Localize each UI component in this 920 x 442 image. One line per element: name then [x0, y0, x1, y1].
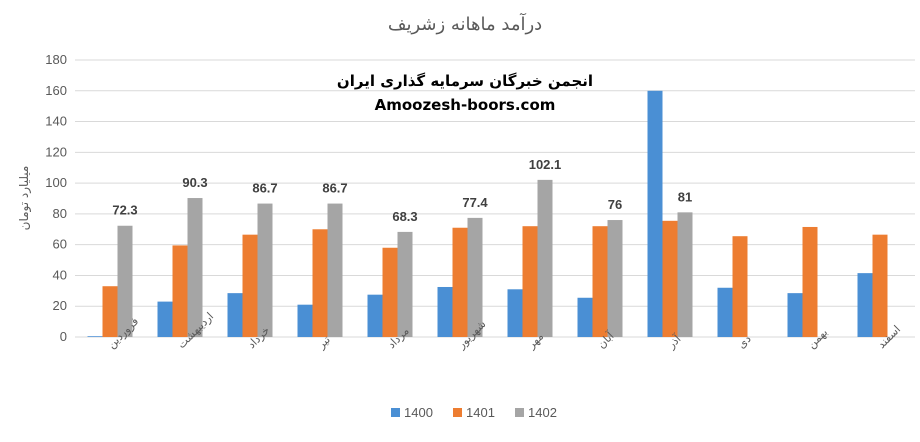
bar-1400-6 [507, 289, 523, 337]
data-label: 77.4 [462, 195, 488, 210]
bar-1402-7 [607, 220, 623, 337]
y-tick-label: 160 [45, 83, 67, 98]
y-tick-label: 60 [53, 237, 67, 252]
bar-1400-3 [297, 304, 313, 337]
data-label: 81 [678, 189, 692, 204]
bar-1402-1 [187, 198, 203, 337]
y-tick-label: 180 [45, 52, 67, 67]
y-tick-label: 0 [60, 329, 67, 344]
watermark-line-1: انجمن خبرگان سرمایه گذاری ایران [337, 72, 593, 90]
data-label: 86.7 [322, 181, 347, 196]
bar-1400-4 [367, 294, 383, 337]
y-tick-label: 120 [45, 144, 67, 159]
data-label: 102.1 [529, 157, 562, 172]
bar-1400-5 [437, 286, 453, 337]
data-label: 90.3 [182, 175, 207, 190]
legend-label-1401: 1401 [466, 405, 495, 420]
bar-1402-4 [397, 231, 413, 337]
y-tick-label: 100 [45, 175, 67, 190]
legend-swatch-1400 [391, 408, 400, 417]
bar-1402-8 [677, 212, 693, 337]
bar-1401-4 [382, 247, 398, 337]
bar-1402-3 [327, 203, 343, 337]
watermark-line-2: Amoozesh-boors.com [375, 96, 556, 114]
data-label: 76 [608, 197, 622, 212]
bar-1402-6 [537, 179, 553, 337]
y-tick-label: 140 [45, 114, 67, 129]
y-tick-label: 20 [53, 298, 67, 313]
bar-1401-11 [872, 234, 888, 337]
y-axis: 0 20 40 60 80 100 120 140 160 180 [45, 52, 67, 344]
x-axis: فروردین اردیبهشت خرداد تیر مرداد شهریور مهر آبا… [105, 310, 903, 352]
bar-1400-0 [87, 336, 103, 337]
legend-label-1400: 1400 [404, 405, 433, 420]
data-label: 72.3 [112, 203, 137, 218]
data-label: 68.3 [392, 209, 417, 224]
legend-label-1402: 1402 [528, 405, 557, 420]
bar-1400-11 [857, 273, 873, 337]
bar-1401-1 [172, 245, 188, 337]
y-tick-label: 40 [53, 267, 67, 282]
bar-1400-1 [157, 301, 173, 337]
chart-title: درآمد ماهانه زشریف [388, 12, 542, 35]
bar-1401-5 [452, 227, 468, 337]
data-label: 86.7 [252, 181, 277, 196]
bar-1400-8 [647, 90, 663, 338]
y-axis-label: میلیارد تومان [17, 166, 32, 231]
bar-1400-7 [577, 297, 593, 337]
bar-1401-2 [242, 234, 258, 337]
bar-1401-9 [732, 236, 748, 337]
bar-1400-9 [717, 287, 733, 337]
bars [87, 90, 888, 338]
bar-1400-2 [227, 293, 243, 337]
bar-1401-8 [662, 220, 678, 337]
bar-1402-5 [467, 217, 483, 337]
bar-1401-3 [312, 229, 328, 337]
bar-1402-2 [257, 203, 273, 337]
y-tick-label: 80 [53, 206, 67, 221]
bar-1401-0 [102, 286, 118, 337]
legend: 1400 1401 1402 [391, 405, 557, 420]
data-labels: 72.3 90.3 86.7 86.7 68.3 77.4 102.1 76 81 [112, 157, 692, 224]
legend-swatch-1401 [453, 408, 462, 417]
bar-1402-0 [117, 225, 133, 337]
bar-1401-10 [802, 226, 818, 337]
bar-1401-7 [592, 226, 608, 337]
grid [75, 59, 915, 338]
bar-1400-10 [787, 293, 803, 337]
bar-1401-6 [522, 226, 538, 337]
legend-swatch-1402 [515, 408, 524, 417]
